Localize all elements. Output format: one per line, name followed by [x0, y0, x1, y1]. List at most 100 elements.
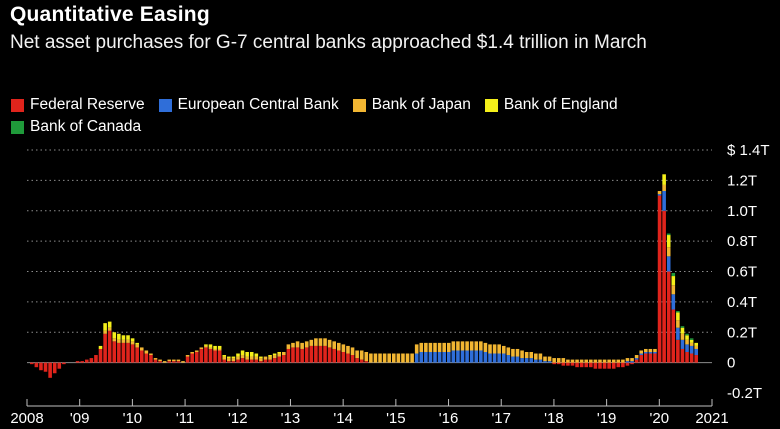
- bar-segment-federal-reserve: [245, 359, 249, 363]
- bar-segment-bank-of-japan: [689, 342, 694, 346]
- bar-segment-bank-of-japan: [570, 359, 575, 363]
- bar-segment-federal-reserve: [314, 345, 318, 363]
- legend-label-bank-of-canada: Bank of Canada: [30, 118, 142, 135]
- bar-segment-federal-reserve: [653, 353, 657, 363]
- bar-segment-bank-of-japan: [378, 353, 382, 363]
- bar-stacks: [30, 174, 698, 378]
- bar-segment-federal-reserve: [236, 359, 240, 363]
- bar-segment-bank-of-japan: [149, 353, 153, 356]
- bar-segment-bank-of-japan: [286, 344, 291, 349]
- bar-segment-bank-of-japan: [611, 359, 616, 363]
- bar-segment-european-central-bank: [479, 350, 483, 363]
- bar-segment-federal-reserve: [130, 344, 135, 363]
- legend-label-european-central-bank: European Central Bank: [177, 96, 339, 113]
- bar-segment-european-central-bank: [653, 351, 657, 354]
- bar-segment-bank-of-england: [249, 351, 254, 357]
- bar-segment-european-central-bank: [657, 194, 662, 196]
- bar-segment-european-central-bank: [414, 353, 419, 363]
- bar-segment-bank-of-japan: [332, 341, 336, 349]
- bar-segment-bank-of-japan: [190, 351, 194, 354]
- bar-segment-bank-of-japan: [451, 341, 456, 351]
- bar-segment-european-central-bank: [469, 350, 474, 363]
- bar-segment-bank-of-japan: [639, 350, 644, 354]
- bar-segment-bank-of-japan: [515, 348, 520, 357]
- bar-segment-bank-of-japan: [616, 359, 621, 363]
- bar-segment-bank-of-england: [103, 323, 107, 331]
- bar-segment-federal-reserve: [598, 362, 602, 369]
- bar-segment-federal-reserve: [254, 359, 259, 363]
- bar-segment-bank-of-japan: [272, 355, 277, 359]
- bar-segment-federal-reserve: [117, 342, 121, 363]
- bar-segment-european-central-bank: [474, 350, 479, 363]
- bar-segment-federal-reserve: [204, 347, 208, 363]
- bar-segment-bank-of-japan: [117, 339, 121, 343]
- bar-segment-federal-reserve: [172, 361, 176, 363]
- bar-segment-bank-of-japan: [240, 355, 245, 359]
- bar-segment-federal-reserve: [630, 362, 634, 365]
- x-tick-label: 2021: [695, 410, 728, 427]
- bar-segment-bank-of-japan: [644, 348, 648, 352]
- bar-segment-bank-of-japan: [556, 358, 561, 363]
- bar-segment-bank-of-japan: [181, 361, 185, 363]
- bar-segment-bank-of-japan: [685, 339, 689, 345]
- bar-segment-bank-of-japan: [103, 330, 107, 334]
- bar-segment-federal-reserve: [300, 348, 304, 363]
- bar-segment-bank-of-japan: [227, 358, 231, 362]
- bar-segment-federal-reserve: [648, 353, 653, 363]
- bar-segment-european-central-bank: [524, 358, 529, 363]
- grid-lines: [27, 149, 712, 364]
- bar-segment-bank-of-japan: [511, 348, 515, 357]
- bar-segment-bank-of-japan: [323, 338, 327, 346]
- bar-segment-federal-reserve: [639, 355, 644, 363]
- bar-segment-european-central-bank: [538, 359, 543, 363]
- bar-segment-bank-of-japan: [437, 342, 442, 352]
- bar-segment-federal-reserve: [662, 210, 666, 363]
- bar-segment-bank-of-japan: [543, 356, 547, 362]
- bar-segment-bank-of-japan: [634, 355, 639, 359]
- bar-segment-federal-reserve: [112, 341, 117, 363]
- bar-segment-federal-reserve: [30, 362, 34, 365]
- bar-segment-bank-of-japan: [245, 356, 249, 360]
- bar-segment-federal-reserve: [158, 361, 162, 363]
- bar-segment-european-central-bank: [520, 358, 524, 363]
- x-tick-label: '12: [228, 410, 248, 427]
- bar-segment-bank-of-japan: [506, 347, 511, 356]
- bar-segment-bank-of-canada: [685, 333, 689, 336]
- x-tick-label: '14: [333, 410, 353, 427]
- bar-segment-bank-of-england: [112, 332, 117, 339]
- bar-segment-bank-of-japan: [172, 359, 176, 362]
- bar-segment-federal-reserve: [167, 361, 172, 363]
- bar-segment-european-central-bank: [529, 358, 534, 363]
- bar-segment-federal-reserve: [364, 361, 369, 363]
- bar-segment-bank-of-japan: [254, 356, 259, 360]
- bar-segment-federal-reserve: [666, 271, 671, 363]
- bar-segment-bank-of-japan: [469, 341, 474, 351]
- bar-segment-bank-of-japan: [657, 191, 662, 195]
- bar-segment-federal-reserve: [286, 348, 291, 363]
- bar-segment-bank-of-japan: [314, 338, 318, 346]
- bar-segment-bank-of-england: [231, 356, 236, 359]
- legend-swatch-bank-of-england: [484, 98, 498, 112]
- bar-segment-european-central-bank: [428, 351, 433, 363]
- bar-segment-federal-reserve: [194, 351, 199, 363]
- bar-segment-federal-reserve: [589, 362, 593, 368]
- bar-segment-bank-of-japan: [483, 342, 488, 352]
- bar-segment-european-central-bank: [424, 351, 428, 363]
- legend-item-european-central-bank: European Central Bank: [158, 94, 339, 116]
- x-tick-label: '19: [597, 410, 617, 427]
- bar-segment-federal-reserve: [135, 347, 139, 363]
- bar-segment-federal-reserve: [282, 355, 286, 363]
- bar-segment-bank-of-japan: [433, 342, 437, 352]
- bar-segment-bank-of-japan: [589, 359, 593, 363]
- bar-segment-federal-reserve: [227, 361, 231, 363]
- bar-segment-bank-of-japan: [492, 344, 497, 354]
- bar-segment-bank-of-japan: [561, 358, 566, 363]
- bar-segment-federal-reserve: [80, 361, 84, 363]
- bar-segment-bank-of-japan: [488, 344, 492, 354]
- bar-segment-bank-of-japan: [213, 348, 217, 351]
- bar-segment-bank-of-japan: [442, 342, 446, 352]
- bar-segment-european-central-bank: [419, 351, 424, 363]
- bar-segment-bank-of-japan: [694, 345, 698, 349]
- bar-segment-bank-of-england: [213, 345, 217, 349]
- bar-segment-federal-reserve: [332, 348, 336, 363]
